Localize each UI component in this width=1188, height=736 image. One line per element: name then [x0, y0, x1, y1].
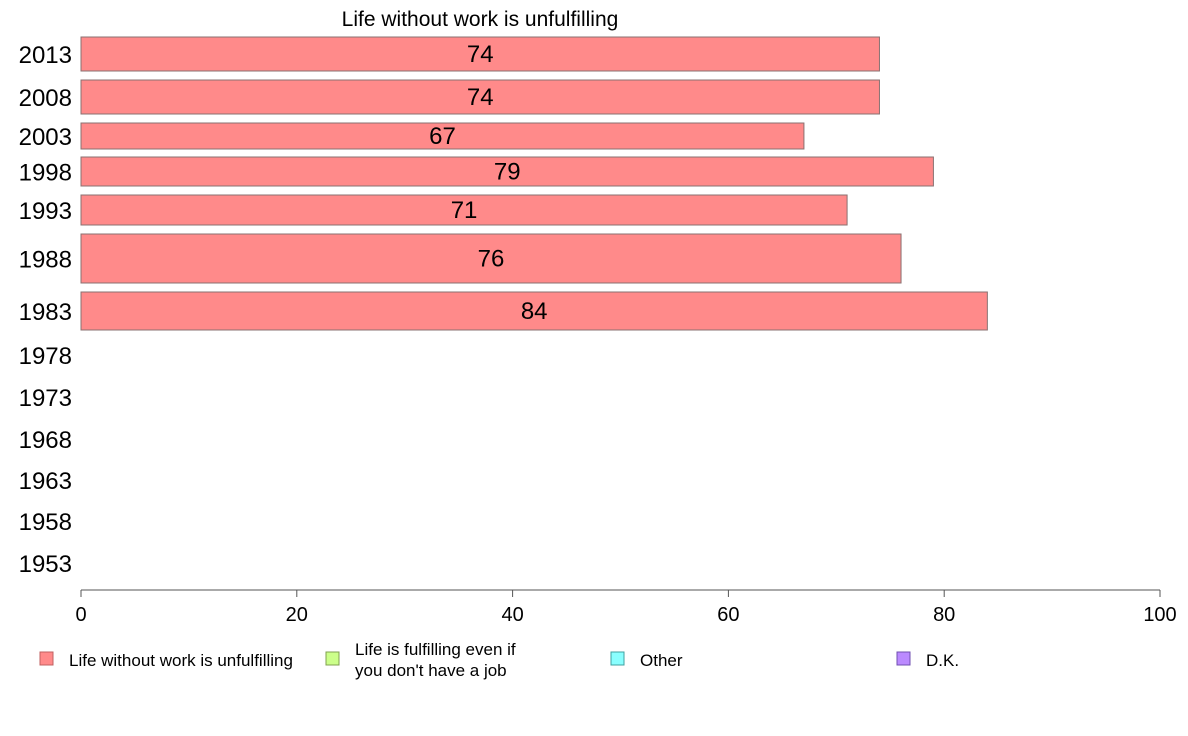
legend-label: D.K.	[926, 651, 959, 670]
y-tick-label-1963: 1963	[19, 468, 72, 495]
x-tick-label-0: 0	[75, 604, 86, 626]
bar-2003	[80, 122, 805, 150]
bar-1998	[80, 156, 934, 187]
legend-label: Life without work is unfulfilling	[69, 651, 293, 670]
legend-swatch	[325, 651, 340, 666]
x-tick-label-100: 100	[1143, 604, 1176, 626]
data-label-1983: 84	[521, 298, 548, 325]
data-label-1988: 76	[478, 246, 505, 273]
chart-title: Life without work is unfulfilling	[342, 8, 619, 31]
y-axis: 2013 2008 2003 1998 1993 1988 1983 1978 1973 1968…	[19, 42, 72, 578]
y-tick-label-1968: 1968	[19, 427, 72, 454]
x-tick-label-80: 80	[933, 604, 955, 626]
legend-label: you don't have a job	[355, 661, 507, 680]
bar-2013	[80, 36, 880, 72]
y-tick-label-2013: 2013	[19, 42, 72, 69]
y-tick-label-2008: 2008	[19, 85, 72, 112]
x-axis: 0 20 40 60 80 100	[75, 589, 1177, 626]
y-tick-label-1993: 1993	[19, 198, 72, 225]
x-tick-label-60: 60	[717, 604, 739, 626]
legend-label: Other	[640, 651, 683, 670]
legend-item-3: D.K.	[896, 651, 959, 670]
data-label-1993: 71	[451, 197, 478, 224]
legend-item-2: Other	[610, 651, 683, 670]
data-label-1998: 79	[494, 159, 521, 186]
data-label-2013: 74	[467, 41, 494, 68]
x-tick-label-40: 40	[501, 604, 523, 626]
data-label-2003: 67	[429, 123, 456, 150]
y-tick-label-1958: 1958	[19, 509, 72, 536]
bar-1993	[80, 194, 848, 226]
data-label-2008: 74	[467, 84, 494, 111]
legend-label: Life is fulfilling even if	[355, 640, 516, 659]
y-tick-label-1973: 1973	[19, 385, 72, 412]
y-tick-label-1978: 1978	[19, 343, 72, 370]
legend-swatch	[610, 651, 625, 666]
y-tick-label-2003: 2003	[19, 124, 72, 151]
y-tick-label-1988: 1988	[19, 247, 72, 274]
legend-swatch	[896, 651, 911, 666]
y-tick-label-1983: 1983	[19, 299, 72, 326]
bar-1983	[80, 291, 988, 331]
legend-item-0: Life without work is unfulfilling	[39, 651, 293, 670]
y-tick-label-1953: 1953	[19, 551, 72, 578]
y-tick-label-1998: 1998	[19, 160, 72, 187]
legend-swatch	[39, 651, 54, 666]
bar-1988	[80, 233, 902, 284]
legend: Life without work is unfulfilling Life is…	[39, 640, 959, 680]
x-tick-label-20: 20	[286, 604, 308, 626]
bar-2008	[80, 79, 880, 115]
legend-item-1: Life is fulfilling even if you don't have…	[325, 640, 516, 680]
